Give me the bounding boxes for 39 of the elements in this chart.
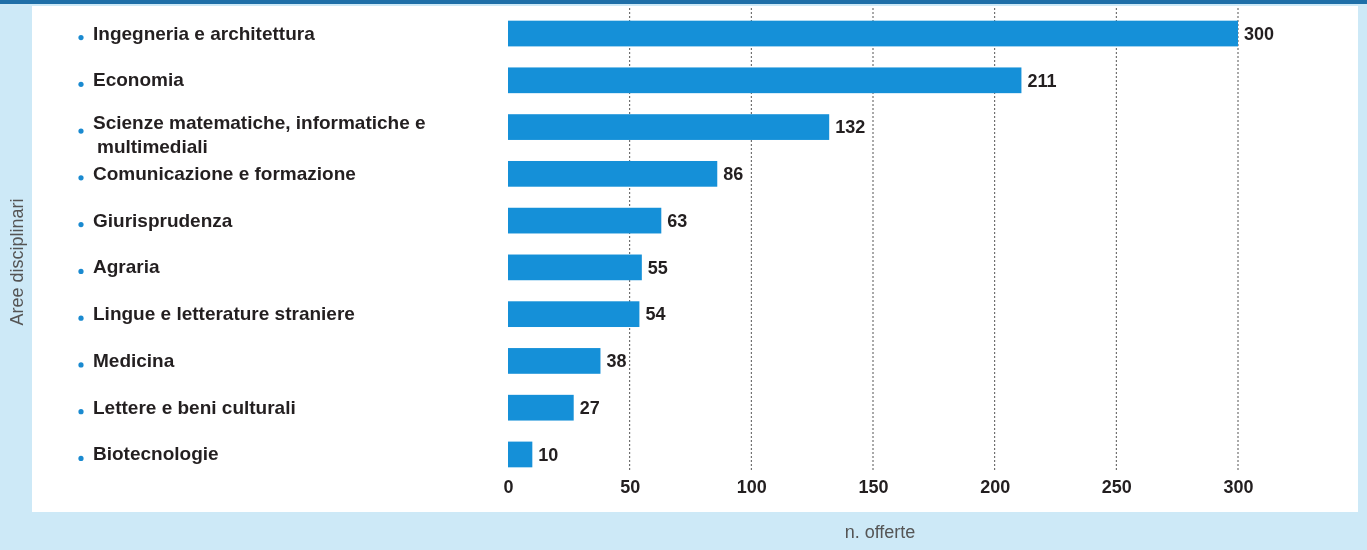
data-label: 55 xyxy=(647,257,668,278)
x-tick-label: 250 xyxy=(1101,476,1132,497)
x-tick-label: 0 xyxy=(503,476,514,497)
x-tick-label: 150 xyxy=(858,476,889,497)
data-label: 300 xyxy=(1244,23,1275,44)
y-tick-label: Economia xyxy=(93,69,185,91)
bar xyxy=(508,20,1238,47)
data-label: 86 xyxy=(723,164,744,185)
bar xyxy=(508,67,1022,94)
y-tick-label: Biotecnologie xyxy=(93,443,219,465)
x-tick-label: 200 xyxy=(980,476,1011,497)
bar xyxy=(508,114,830,140)
x-tick-label: 300 xyxy=(1223,476,1254,497)
y-tick-label: Comunicazione e formazione xyxy=(93,162,356,184)
data-label: 132 xyxy=(835,117,866,138)
bar xyxy=(508,441,533,468)
x-tick-label: 50 xyxy=(620,476,641,497)
data-label: 38 xyxy=(606,351,627,372)
bar xyxy=(508,348,601,374)
bar xyxy=(508,207,662,234)
y-tick-label: Agraria xyxy=(93,256,160,278)
y-tick-label: Giurisprudenza xyxy=(93,209,233,231)
y-tick-label: Lettere e beni culturali xyxy=(93,396,296,418)
bar xyxy=(508,254,642,281)
y-tick-label: Medicina xyxy=(93,349,175,371)
data-label: 54 xyxy=(645,304,666,325)
data-label: 211 xyxy=(1027,70,1057,91)
bar xyxy=(508,160,718,187)
bar xyxy=(508,301,640,328)
y-tick-label: Scienze matematiche, informatiche e multimediali xyxy=(93,112,426,158)
x-tick-label: 100 xyxy=(736,476,767,497)
y-tick-label: Ingegneria e architettura xyxy=(93,22,316,44)
y-axis-title: Aree disciplinari xyxy=(7,198,27,326)
x-axis-title: n. offerte xyxy=(844,522,916,542)
data-label: 63 xyxy=(667,210,688,231)
data-label: 10 xyxy=(538,444,559,465)
bar xyxy=(508,394,574,421)
data-label: 27 xyxy=(579,397,600,418)
y-tick-label: Lingue e letterature straniere xyxy=(93,303,355,325)
